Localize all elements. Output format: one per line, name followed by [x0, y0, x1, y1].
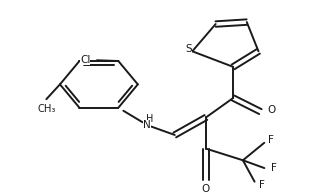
Text: N: N — [143, 120, 151, 130]
Text: F: F — [269, 135, 274, 145]
Text: CH₃: CH₃ — [37, 103, 55, 113]
Text: O: O — [267, 105, 276, 115]
Text: H: H — [146, 114, 153, 124]
Text: S: S — [186, 44, 192, 54]
Text: Cl: Cl — [80, 55, 91, 65]
Text: F: F — [271, 163, 277, 173]
Text: O: O — [202, 184, 210, 194]
Text: F: F — [259, 180, 265, 190]
